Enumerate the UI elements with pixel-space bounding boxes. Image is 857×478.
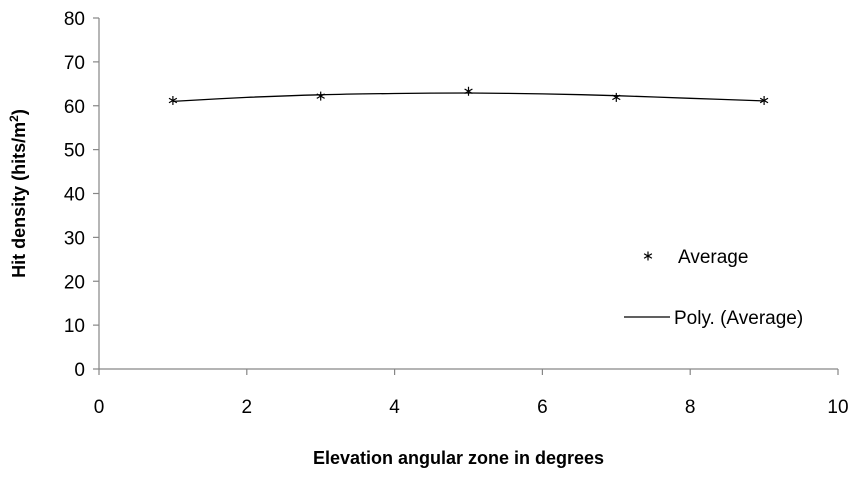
legend-average-label: Average [678,247,748,268]
x-tick-label: 2 [242,397,253,418]
y-tick-label: 20 [64,272,85,293]
y-axis-ticks: 0 10 20 30 40 50 60 70 80 [64,9,99,381]
average-data-point [759,95,769,105]
legend: Average Poly. (Average) [624,247,803,329]
x-tick-label: 0 [94,397,105,418]
x-tick-label: 10 [827,397,848,418]
x-axis-ticks: 0 2 4 6 8 10 [94,369,849,418]
y-tick-label: 50 [64,141,85,162]
x-axis-title: Elevation angular zone in degrees [313,448,604,468]
legend-average-marker-icon [643,251,653,261]
legend-poly-average-label: Poly. (Average) [674,308,803,329]
y-tick-label: 10 [64,316,85,337]
y-tick-label: 30 [64,228,85,249]
average-data-point [168,95,178,105]
x-tick-label: 4 [389,397,400,418]
y-tick-label: 0 [74,360,85,381]
y-tick-label: 60 [64,97,85,118]
average-data-point [612,92,621,102]
average-markers [168,86,769,105]
y-tick-label: 40 [64,185,85,206]
average-data-point [316,91,325,101]
y-tick-label: 80 [64,9,85,30]
x-tick-label: 6 [537,397,548,418]
average-data-point [464,86,473,96]
x-tick-label: 8 [685,397,696,418]
y-axis-title: Hit density (hits/m2) [7,109,29,278]
y-tick-label: 70 [64,53,85,74]
